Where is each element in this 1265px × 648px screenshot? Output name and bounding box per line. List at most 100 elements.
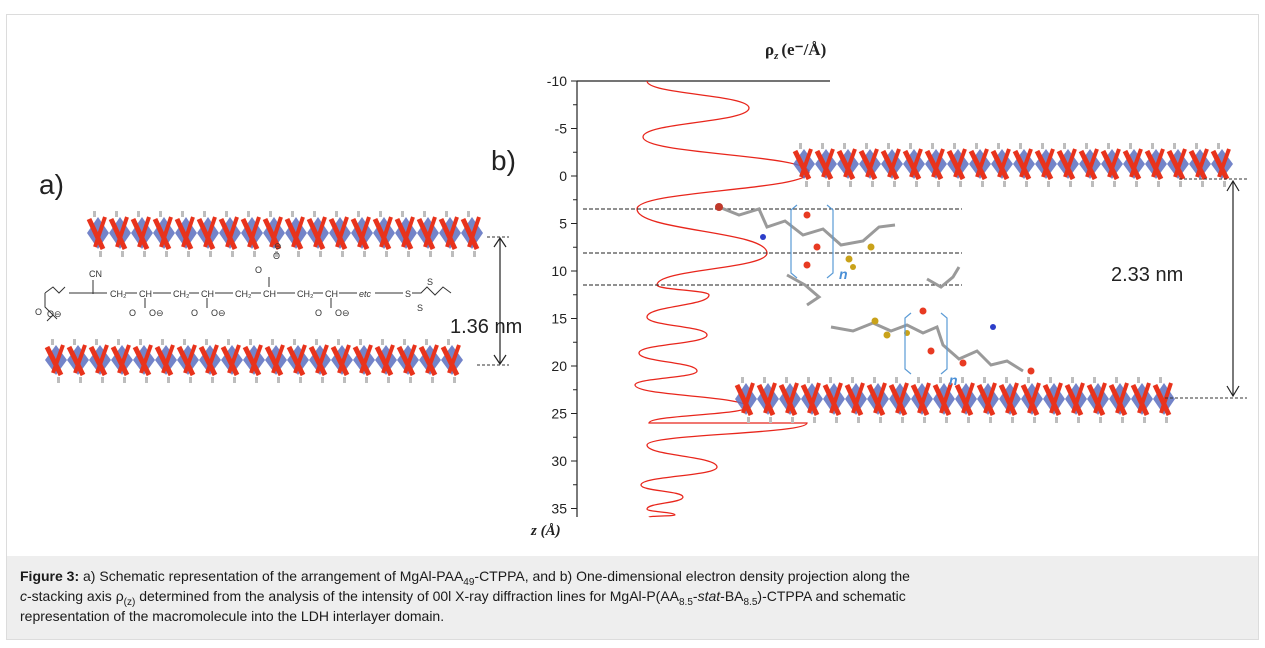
layer-a-top-bond xyxy=(438,217,458,251)
layer-a-top-bond xyxy=(137,216,151,248)
layer-b-top-hydrogen xyxy=(1179,181,1182,187)
layer-b-top-hydrogen xyxy=(805,181,808,187)
layer-b-top-hydrogen xyxy=(1063,143,1066,149)
caption-part6: -BA xyxy=(720,588,744,604)
layer-a-bottom-bond xyxy=(271,344,285,374)
layer-b-top-hydrogen xyxy=(937,181,940,187)
layer-b-bottom-bond xyxy=(1108,383,1128,417)
layer-a-top-hydrogen xyxy=(429,251,432,257)
layer-b-bottom-hydrogen xyxy=(1143,417,1146,423)
layer-a-top-bond xyxy=(218,217,238,251)
chem-etc: etc xyxy=(359,289,372,299)
layer-a-top-hydrogen xyxy=(253,251,256,257)
layer-a-bottom-hydrogen xyxy=(315,339,318,345)
layer-b-bottom-hydrogen xyxy=(939,377,942,383)
layer-b-bottom-bond xyxy=(939,382,953,414)
layer-b-top-hydrogen xyxy=(1113,181,1116,187)
layer-a-bottom-hydrogen xyxy=(139,339,142,345)
layer-a-top-hydrogen xyxy=(165,251,168,257)
layer-b-bottom-bond xyxy=(763,382,777,414)
layer-a-bottom-hydrogen xyxy=(101,377,104,383)
layer-a-top-hydrogen xyxy=(423,211,426,217)
layer-a-top-bond xyxy=(108,217,128,251)
layer-a-bottom-bond xyxy=(154,345,174,377)
layer-a-bottom-hydrogen xyxy=(403,339,406,345)
layer-b-bottom-bond xyxy=(741,382,755,414)
caption-sub2: (z) xyxy=(123,596,136,608)
layer-a-top-bond xyxy=(350,217,370,251)
layer-a-bottom-bond xyxy=(110,345,130,377)
layer-a-bottom-bond xyxy=(337,344,351,374)
layer-b-top-bond xyxy=(1144,149,1164,181)
layer-a-bottom-hydrogen xyxy=(145,377,148,383)
layer-a-top-hydrogen xyxy=(275,251,278,257)
layer-b-bottom-hydrogen xyxy=(747,417,750,423)
layer-b-bottom-bond xyxy=(873,382,887,414)
caption-part2: -CTPPA, and b) One-dimensional electron … xyxy=(474,568,910,584)
layer-b-top-bond xyxy=(1173,148,1187,178)
layer-a-top-hydrogen xyxy=(99,251,102,257)
layer-b-top-hydrogen xyxy=(843,143,846,149)
layer-b-bottom-hydrogen xyxy=(1005,377,1008,383)
layer-b-bottom-bond xyxy=(1152,383,1172,417)
layer-b-top-bond xyxy=(1107,148,1121,178)
layer-b-bottom-bond xyxy=(1005,382,1019,414)
layer-a-bottom-hydrogen xyxy=(205,339,208,345)
chem-ominus-top: ⊖ xyxy=(274,241,282,251)
layer-a-bottom-hydrogen xyxy=(233,377,236,383)
layer-a-bottom-hydrogen xyxy=(73,339,76,345)
layer-a-top-hydrogen xyxy=(225,211,228,217)
chem-o-2: O xyxy=(35,307,42,317)
figure-graphic: a) O⊖ O CN CH₂ CH O O⊖ CH₂ CH O O⊖ xyxy=(35,40,1247,539)
layer-a-bottom-hydrogen xyxy=(277,377,280,383)
layer-a-bottom-hydrogen xyxy=(293,339,296,345)
caption-sub4: 8.5 xyxy=(743,596,758,608)
layer-a-bottom-hydrogen xyxy=(299,377,302,383)
layer-b-bottom-hydrogen xyxy=(1165,417,1168,423)
layer-a-bottom-hydrogen xyxy=(337,339,340,345)
layer-b-top-bond xyxy=(1056,149,1076,181)
layer-b-bottom-bond xyxy=(778,383,798,417)
figure-caption: Figure 3: a) Schematic representation of… xyxy=(7,556,1258,639)
figure-frame: a) O⊖ O CN CH₂ CH O O⊖ CH₂ CH O O⊖ xyxy=(6,14,1259,640)
layer-b-top-hydrogen xyxy=(975,143,978,149)
layer-a-bottom-bond xyxy=(396,345,416,377)
layer-a-top-bond xyxy=(335,216,349,248)
layer-b-bottom-hydrogen xyxy=(785,377,788,383)
layer-a-bottom-bond xyxy=(330,345,350,377)
layer-a-top-hydrogen xyxy=(335,211,338,217)
layer-a-bottom-hydrogen xyxy=(249,339,252,345)
layer-a-top-bond xyxy=(152,217,172,251)
layer-b-top-bond xyxy=(997,148,1011,178)
layer-b-top-hydrogen xyxy=(1223,181,1226,187)
chem-s-1: S xyxy=(405,289,411,299)
chem-o-8: O xyxy=(273,251,280,261)
layer-a-bottom-bond xyxy=(117,344,131,374)
layer-b-bottom-bond xyxy=(1137,382,1151,414)
layer-a-top-bond xyxy=(460,217,480,251)
layer-b-top-hydrogen xyxy=(1003,181,1006,187)
repeat-unit-n-upper: n xyxy=(839,266,848,282)
layer-b-top-bond xyxy=(1012,149,1032,181)
layer-a-top-hydrogen xyxy=(93,211,96,217)
layer-b-top-hydrogen xyxy=(981,181,984,187)
chem-ch-1: CH xyxy=(139,289,152,299)
layer-a-bottom-bond xyxy=(293,344,307,374)
layer-b-top-hydrogen xyxy=(821,143,824,149)
layer-a-top-bond xyxy=(445,216,459,248)
layer-a-bottom-hydrogen xyxy=(425,339,428,345)
layer-a-top-hydrogen xyxy=(159,211,162,217)
distance-label-a: 1.36 nm xyxy=(450,316,522,338)
layer-b-top-bond xyxy=(1217,148,1231,178)
layer-b-bottom-bond xyxy=(1093,382,1107,414)
ldh-layer-b-bottom xyxy=(734,377,1175,423)
layer-a-top-bond xyxy=(269,216,283,248)
chem-o-4: O⊖ xyxy=(149,308,164,318)
macromolecule-upper: n xyxy=(715,203,896,307)
layer-a-top-hydrogen xyxy=(319,251,322,257)
layer-b-top-hydrogen xyxy=(1173,143,1176,149)
layer-b-top-hydrogen xyxy=(827,181,830,187)
layer-b-bottom-hydrogen xyxy=(873,377,876,383)
layer-a-bottom-bond xyxy=(315,344,329,374)
layer-b-bottom-hydrogen xyxy=(835,417,838,423)
